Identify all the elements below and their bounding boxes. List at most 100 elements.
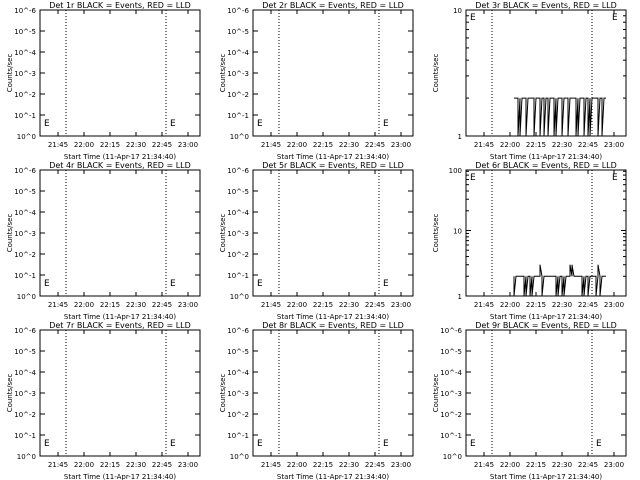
x-axis-label: Start Time (11-Apr-17 21:34:40) <box>64 153 176 161</box>
e-marker: E <box>170 439 176 449</box>
e-marker: E <box>470 439 476 449</box>
x-tick-label: 21:45 <box>261 141 281 149</box>
x-tick-label: 23:00 <box>178 461 198 469</box>
y-tick-label: 10^-1 <box>227 432 249 440</box>
x-tick-label: 23:00 <box>178 301 198 309</box>
y-tick-label: 10^-3 <box>14 70 36 78</box>
e-marker: E <box>470 13 476 23</box>
y-tick-label: 10^-6 <box>227 327 249 335</box>
x-tick-label: 22:00 <box>74 301 94 309</box>
y-tick-label: 10^-4 <box>227 49 249 57</box>
x-tick-label: 22:30 <box>339 301 359 309</box>
x-axis-label: Start Time (11-Apr-17 21:34:40) <box>277 473 389 480</box>
x-tick-label: 21:45 <box>261 301 281 309</box>
x-tick-label: 22:00 <box>287 141 307 149</box>
y-tick-label: 10^-6 <box>14 327 36 335</box>
panel-title: Det 3r BLACK = Events, RED = LLD <box>475 1 617 10</box>
x-tick-label: 23:00 <box>178 141 198 149</box>
panel-title: Det 7r BLACK = Events, RED = LLD <box>49 321 191 330</box>
x-tick-label: 21:45 <box>48 141 68 149</box>
x-tick-label: 22:15 <box>100 141 120 149</box>
panel-title: Det 9r BLACK = Events, RED = LLD <box>475 321 617 330</box>
x-tick-label: 21:45 <box>48 461 68 469</box>
y-axis-label: Counts/sec <box>6 54 14 93</box>
x-tick-label: 22:15 <box>313 141 333 149</box>
y-tick-label: 10^-2 <box>227 411 249 419</box>
y-tick-label: 10^-3 <box>227 70 249 78</box>
x-tick-label: 22:30 <box>552 141 572 149</box>
x-tick-label: 22:15 <box>100 461 120 469</box>
y-tick-label: 10^-6 <box>14 167 36 175</box>
plot-frame <box>252 329 414 457</box>
y-tick-label: 10^-1 <box>227 272 249 280</box>
x-tick-label: 22:15 <box>313 461 333 469</box>
panel-det-3: Det 3r BLACK = Events, RED = LLD Counts/s… <box>432 1 627 161</box>
panel-det-9: Det 9r BLACK = Events, RED = LLD Counts/s… <box>432 321 627 480</box>
e-marker: E <box>44 119 50 129</box>
x-tick-label: 23:00 <box>604 141 624 149</box>
e-marker: E <box>470 173 476 183</box>
y-tick-label: 10^-5 <box>440 348 462 356</box>
plot-frame <box>252 9 414 137</box>
y-axis-label: Counts/sec <box>432 54 440 93</box>
y-tick-label: 10^-3 <box>440 390 462 398</box>
e-marker: E <box>612 13 618 23</box>
y-axis-label: Counts/sec <box>432 214 440 253</box>
x-tick-label: 22:15 <box>526 461 546 469</box>
y-tick-label: 10^-5 <box>14 348 36 356</box>
x-tick-label: 22:45 <box>365 141 385 149</box>
y-tick-label: 10^-2 <box>14 91 36 99</box>
x-tick-label: 21:45 <box>48 301 68 309</box>
y-tick-label: 10^-6 <box>227 7 249 15</box>
panel-title: Det 5r BLACK = Events, RED = LLD <box>262 161 404 170</box>
e-marker: E <box>257 119 263 129</box>
panel-title: Det 6r BLACK = Events, RED = LLD <box>475 161 617 170</box>
panel-title: Det 1r BLACK = Events, RED = LLD <box>49 1 191 10</box>
y-tick-label: 10^-4 <box>227 209 249 217</box>
events-series-line <box>514 97 606 137</box>
x-tick-label: 22:00 <box>74 461 94 469</box>
plot-frame <box>252 169 414 297</box>
y-tick-label: 10^-3 <box>227 230 249 238</box>
y-tick-label: 10^-4 <box>14 209 36 217</box>
plot-frame <box>465 9 627 137</box>
e-marker: E <box>596 439 602 449</box>
y-tick-label: 10^-1 <box>14 272 36 280</box>
x-tick-label: 22:15 <box>313 301 333 309</box>
e-marker: E <box>170 279 176 289</box>
panel-title: Det 8r BLACK = Events, RED = LLD <box>262 321 404 330</box>
y-tick-label: 10^-1 <box>14 432 36 440</box>
y-axis-label: Counts/sec <box>6 214 14 253</box>
y-axis-label: Counts/sec <box>432 374 440 413</box>
events-series-line <box>513 264 606 297</box>
x-tick-label: 22:00 <box>74 141 94 149</box>
y-tick-label: 10^0 <box>17 453 36 461</box>
panel-det-5: Det 5r BLACK = Events, RED = LLD Counts/s… <box>219 161 414 321</box>
x-tick-label: 22:15 <box>526 141 546 149</box>
y-tick-label: 10^-5 <box>227 348 249 356</box>
y-tick-label: 10^-5 <box>14 28 36 36</box>
y-tick-label: 10^-2 <box>440 411 462 419</box>
x-axis-label: Start Time (11-Apr-17 21:34:40) <box>490 473 602 480</box>
x-axis-label: Start Time (11-Apr-17 21:34:40) <box>490 313 602 321</box>
x-tick-label: 21:45 <box>474 301 494 309</box>
e-marker: E <box>44 279 50 289</box>
y-tick-label: 10^0 <box>443 453 462 461</box>
y-axis-label: Counts/sec <box>219 54 227 93</box>
x-tick-label: 23:00 <box>391 461 411 469</box>
y-tick-label: 1 <box>458 293 462 301</box>
e-marker: E <box>612 173 618 183</box>
x-tick-label: 22:00 <box>500 301 520 309</box>
x-tick-label: 22:45 <box>578 301 598 309</box>
y-tick-label: 10^-5 <box>14 188 36 196</box>
y-tick-label: 10^-6 <box>227 167 249 175</box>
y-tick-label: 10^-2 <box>14 411 36 419</box>
x-tick-label: 22:00 <box>287 301 307 309</box>
x-axis-label: Start Time (11-Apr-17 21:34:40) <box>490 153 602 161</box>
panel-det-6: Det 6r BLACK = Events, RED = LLD Counts/s… <box>432 161 627 321</box>
x-tick-label: 22:45 <box>152 141 172 149</box>
e-marker: E <box>257 279 263 289</box>
e-marker: E <box>383 119 389 129</box>
x-tick-label: 22:45 <box>365 461 385 469</box>
